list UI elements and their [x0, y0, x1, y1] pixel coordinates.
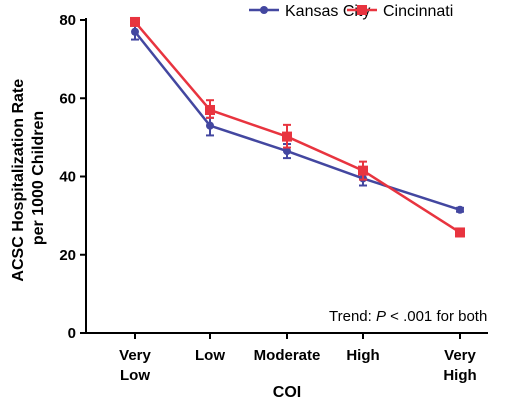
x-tick-label-1-line-0: Low [195, 347, 225, 364]
x-tick-label-3: High [346, 347, 379, 364]
data-point-0-1 [206, 121, 214, 130]
data-point-0-0 [131, 27, 139, 36]
axes [85, 18, 488, 334]
trend-annotation: Trend: P < .001 for both [329, 308, 487, 325]
legend-marker-0 [260, 6, 268, 14]
y-axis-title-line-1: ACSC Hospitalization Rate [10, 79, 27, 282]
x-ticks: Very Low Low Moderate High Very High [119, 333, 477, 384]
data-point-1-4 [455, 227, 465, 238]
legend-item-0: Kansas City [249, 3, 370, 20]
x-tick-label-1: Low [195, 347, 225, 364]
data-point-0-2 [283, 147, 291, 156]
y-tick-label-0: 0 [68, 325, 76, 342]
y-tick-label-2: 40 [59, 169, 76, 186]
legend-marker-1 [357, 5, 367, 15]
annotation-suffix: < .001 for both [386, 308, 487, 325]
y-tick-label-1: 20 [59, 247, 76, 264]
y-ticks: 0 20 40 60 80 [59, 12, 86, 342]
x-axis-title: COI [273, 384, 301, 401]
x-tick-label-0: Very Low [119, 347, 151, 384]
series-1 [130, 16, 465, 238]
series-line-0 [134, 30, 461, 211]
legend-label-0: Kansas City [285, 3, 370, 20]
data-point-0-4 [456, 205, 464, 214]
legend: Kansas City Cincinnati [249, 3, 453, 20]
data-point-1-0 [130, 16, 140, 27]
series-layer [130, 16, 465, 238]
y-axis-title-line-2: per 1000 Children [30, 111, 47, 245]
legend-item-1: Cincinnati [347, 3, 453, 20]
x-tick-label-3-line-0: High [346, 347, 379, 364]
series-line-1 [134, 21, 461, 234]
x-tick-label-0-line-1: Low [120, 367, 150, 384]
data-point-1-2 [282, 131, 292, 142]
x-tick-label-2-line-0: Moderate [254, 347, 321, 364]
x-tick-label-4-line-1: High [443, 367, 476, 384]
x-tick-label-2: Moderate [254, 347, 321, 364]
series-0 [131, 22, 464, 214]
annotation-italic: P [376, 308, 386, 325]
annotation-prefix: Trend: [329, 308, 376, 325]
x-tick-label-0-line-0: Very [119, 347, 151, 364]
x-tick-label-4-line-0: Very [444, 347, 476, 364]
y-axis-title: ACSC Hospitalization Rate per 1000 Child… [10, 74, 47, 281]
data-point-1-3 [358, 165, 368, 176]
data-point-1-1 [205, 104, 215, 115]
legend-label-1: Cincinnati [383, 3, 453, 20]
y-tick-label-3: 60 [59, 90, 76, 107]
x-tick-label-4: Very High [443, 347, 476, 384]
y-tick-label-4: 80 [59, 12, 76, 29]
